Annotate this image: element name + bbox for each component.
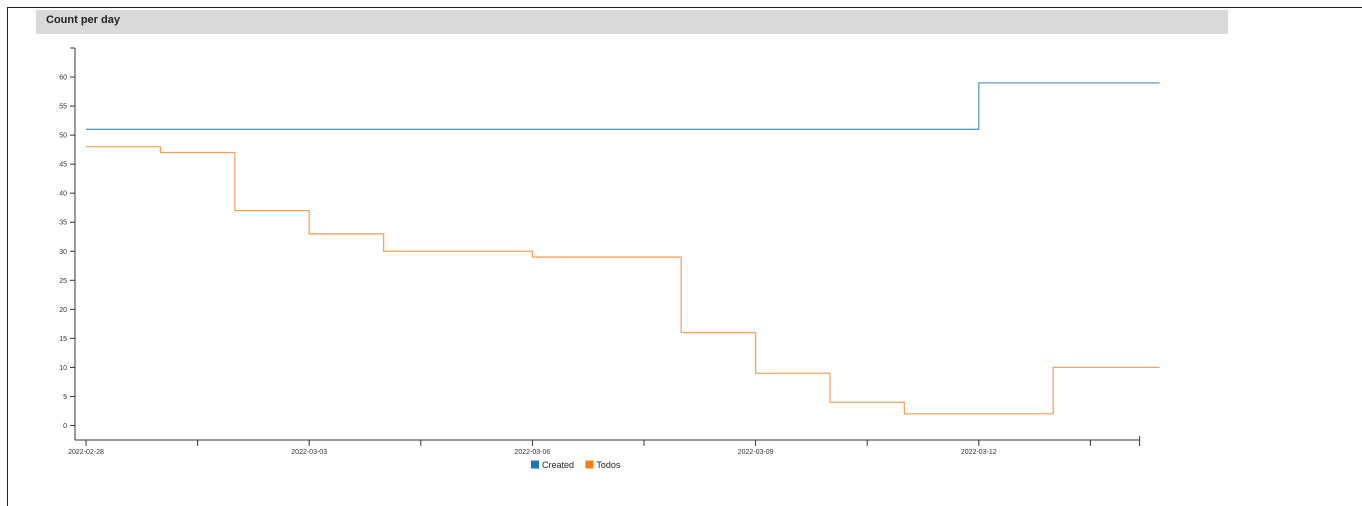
y-tick-label: 15 [59,336,67,343]
x-tick-label: 2022-03-12 [961,449,997,456]
y-tick-label: 5 [63,394,67,401]
y-tick-label: 45 [59,162,67,169]
y-tick-label: 50 [59,133,67,140]
chart-lines [86,82,1160,415]
legend-label-todos[interactable]: Todos [596,460,621,470]
y-tick-label: 10 [59,365,67,372]
y-tick-label: 40 [59,191,67,198]
y-tick-label: 0 [63,423,67,430]
panel-title: Count per day [46,14,120,26]
series-line-todos [86,146,1160,415]
y-tick-label: 25 [59,278,67,285]
y-tick-label: 35 [59,220,67,227]
chart-axes: 0 5 10 15 20 25 30 35 40 45 50 55 60 2022-02-28 2022-0… [59,47,1141,456]
panel-header: Count per day [36,10,1228,34]
x-tick-label: 2022-03-06 [514,449,550,456]
legend-swatch-todos[interactable] [585,460,594,469]
page-frame [7,7,1362,506]
y-tick-label: 55 [59,104,67,111]
y-tick-label: 60 [59,75,67,82]
x-tick-label: 2022-02-28 [68,449,104,456]
x-tick-label: 2022-03-03 [291,449,327,456]
legend-swatch-created[interactable] [531,460,539,469]
y-tick-label: 20 [59,307,67,314]
series-line-created [86,82,1160,130]
chart-legend[interactable]: Created Todos [531,460,621,470]
y-tick-label: 30 [59,249,67,256]
x-tick-label: 2022-03-09 [738,449,774,456]
legend-label-created[interactable]: Created [542,460,574,470]
